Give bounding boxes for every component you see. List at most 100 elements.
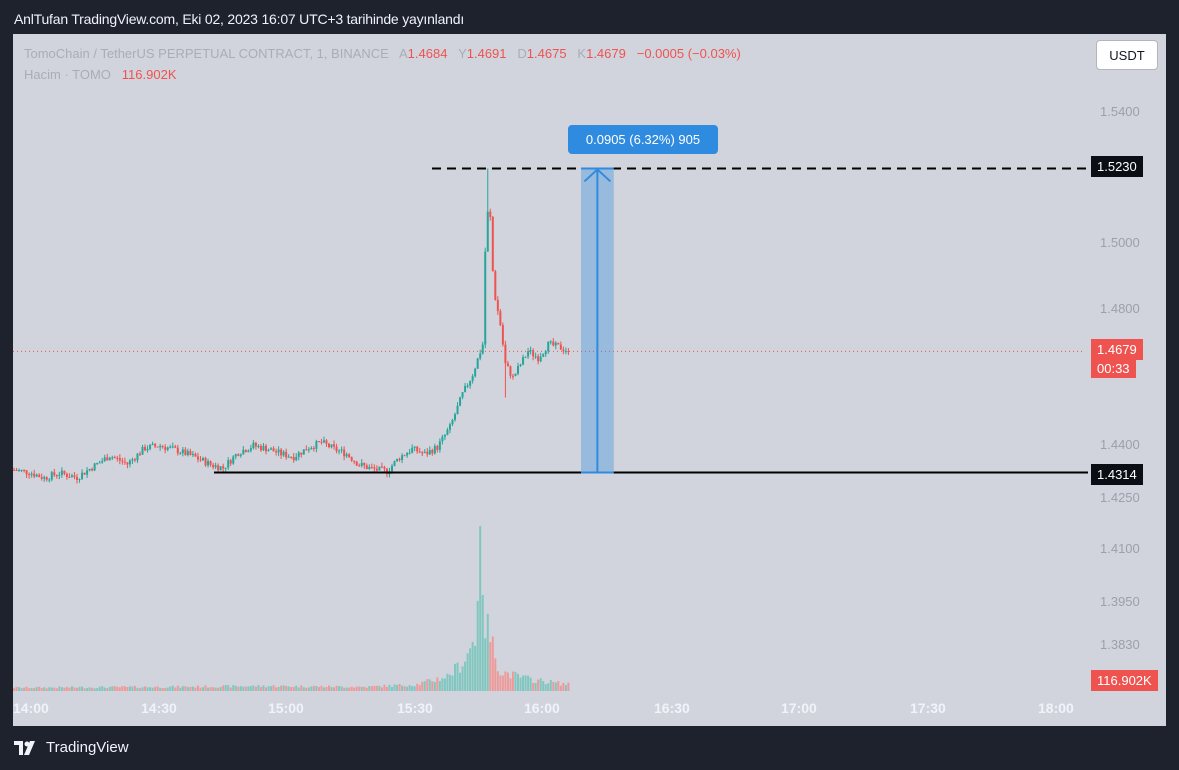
candle-body: [549, 341, 552, 343]
candle-body: [202, 458, 204, 461]
candle-body: [252, 442, 255, 449]
volume-bar: [30, 688, 33, 691]
volume-bar: [196, 685, 199, 691]
candle-body: [474, 368, 477, 377]
candle-body: [320, 441, 323, 443]
volume-bar: [154, 686, 157, 691]
candle-body: [295, 456, 298, 461]
volume-bar: [35, 687, 38, 691]
candle-body: [522, 357, 525, 365]
candle-body: [25, 470, 28, 475]
candle-body: [259, 445, 262, 451]
candle-body: [98, 462, 101, 464]
volume-bar: [486, 613, 489, 691]
candle-body: [378, 466, 381, 471]
volume-bar: [166, 687, 169, 691]
volume-bar: [431, 681, 434, 691]
y-tick: 1.3950: [1100, 594, 1140, 609]
volume-bar: [96, 688, 99, 691]
candle-body: [207, 461, 210, 466]
volume-bar: [70, 686, 73, 691]
volume-bar: [244, 686, 247, 691]
candle-body: [481, 344, 484, 354]
low-value: 1.4675: [526, 46, 567, 61]
candle-body: [219, 466, 222, 471]
candle-body: [181, 449, 184, 454]
price-range-tool[interactable]: [581, 167, 614, 474]
candle-body: [191, 453, 194, 455]
volume-bar: [317, 686, 320, 691]
volume-bar: [217, 687, 220, 691]
volume-bar: [103, 687, 106, 691]
candle-body: [443, 434, 446, 437]
candle-body: [83, 472, 86, 475]
candle-body: [156, 446, 159, 448]
candle-body: [68, 477, 71, 479]
volume-bar: [499, 675, 502, 691]
tradingview-logo[interactable]: TradingView: [14, 739, 129, 756]
volume-bar: [471, 641, 474, 691]
candle-body: [433, 446, 436, 454]
volume-bar: [280, 685, 283, 691]
brand-name: TradingView: [46, 739, 129, 756]
candle-body: [55, 475, 58, 477]
open-label: A: [399, 46, 408, 61]
candle-body: [506, 363, 509, 367]
volume-bar: [423, 681, 426, 691]
volume-bar: [275, 687, 278, 691]
candle-body: [504, 344, 507, 364]
volume-bar: [101, 686, 104, 691]
volume-label: Hacim · TOMO: [24, 67, 111, 82]
candle-body: [524, 356, 527, 358]
volume-bar: [189, 686, 192, 691]
candle-body: [149, 444, 152, 450]
candle-body: [146, 449, 149, 451]
candle-body: [328, 443, 330, 448]
volume-bar: [333, 687, 336, 691]
publisher-header: AnlTufan TradingView.com, Eki 02, 2023 1…: [14, 11, 465, 27]
volume-bar: [451, 675, 454, 691]
volume-bar: [65, 686, 68, 691]
volume-bar: [307, 687, 310, 691]
close-value: 1.4679: [586, 46, 626, 61]
candle-body: [418, 451, 421, 453]
candle-body: [43, 477, 46, 479]
candle-body: [330, 444, 333, 448]
candle-body: [499, 311, 502, 326]
candle-body: [144, 446, 147, 451]
candle-body: [464, 385, 467, 393]
volume-bar: [426, 679, 429, 691]
candle-body: [93, 463, 96, 471]
volume-bar: [557, 681, 560, 691]
candle-body: [350, 457, 353, 461]
volume-bar: [552, 681, 555, 691]
candle-body: [423, 451, 426, 453]
candle-body: [229, 460, 232, 464]
candle-body: [312, 448, 315, 450]
volume-bar: [562, 682, 565, 691]
volume-bar: [297, 687, 300, 691]
x-tick: 15:30: [397, 700, 433, 716]
volume-bar: [443, 678, 446, 691]
volume-bar: [209, 687, 212, 691]
volume-bar: [181, 686, 184, 691]
candle-body: [262, 445, 265, 451]
volume-bar: [33, 688, 36, 691]
volume-bar: [133, 685, 136, 691]
candle-body: [426, 451, 429, 455]
volume-bar: [469, 648, 472, 691]
candle-body: [461, 392, 464, 398]
volume-bar: [461, 666, 464, 691]
volume-bar: [139, 688, 141, 691]
volume-bar: [184, 686, 187, 691]
currency-button[interactable]: USDT: [1096, 40, 1158, 70]
candle-body: [317, 441, 320, 443]
volume-bar: [320, 685, 323, 691]
candle-body: [169, 446, 172, 448]
volume-bar: [527, 675, 530, 691]
y-tick: 1.5400: [1100, 104, 1140, 119]
candle-body: [322, 440, 325, 443]
candle-body: [459, 397, 462, 406]
candle-body: [212, 464, 215, 468]
